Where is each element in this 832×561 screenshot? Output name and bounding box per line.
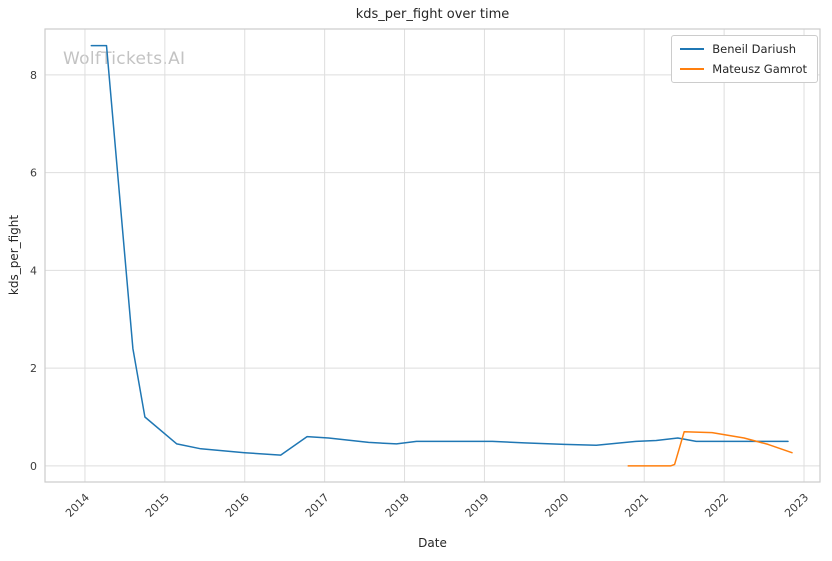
x-axis-label: Date xyxy=(418,536,447,550)
series-line-0 xyxy=(90,44,789,456)
x-tick-label: 2014 xyxy=(63,491,92,520)
x-tick-label: 2018 xyxy=(383,491,412,520)
y-axis-label: kds_per_fight xyxy=(7,214,21,296)
plot-border xyxy=(44,28,821,483)
legend-item-1: Mateusz Gamrot xyxy=(680,62,807,76)
x-tick-label: 2019 xyxy=(463,491,492,520)
legend-label: Mateusz Gamrot xyxy=(712,62,807,76)
legend-label: Beneil Dariush xyxy=(712,42,797,56)
x-tick-label: 2020 xyxy=(542,491,571,520)
x-tick-label: 2017 xyxy=(303,491,332,520)
legend-item-0: Beneil Dariush xyxy=(680,42,807,56)
x-tick-label: 2015 xyxy=(143,491,172,520)
y-tick-label: 4 xyxy=(30,264,37,277)
legend: Beneil Dariush Mateusz Gamrot xyxy=(671,35,818,83)
x-tick-label: 2016 xyxy=(223,491,252,520)
y-tick-label: 0 xyxy=(30,460,37,473)
series-line-1 xyxy=(627,430,793,467)
watermark: WolfTickets.AI xyxy=(63,49,186,69)
x-tick-label: 2021 xyxy=(622,491,651,520)
y-tick-label: 2 xyxy=(30,362,37,375)
y-tick-label: 8 xyxy=(30,69,37,82)
chart-title: kds_per_fight over time xyxy=(355,7,510,22)
x-tick-label: 2022 xyxy=(702,491,731,520)
legend-line-swatch xyxy=(680,48,705,50)
y-tick-label: 6 xyxy=(30,167,37,180)
legend-line-swatch xyxy=(680,68,705,70)
x-tick-label: 2023 xyxy=(782,491,811,520)
